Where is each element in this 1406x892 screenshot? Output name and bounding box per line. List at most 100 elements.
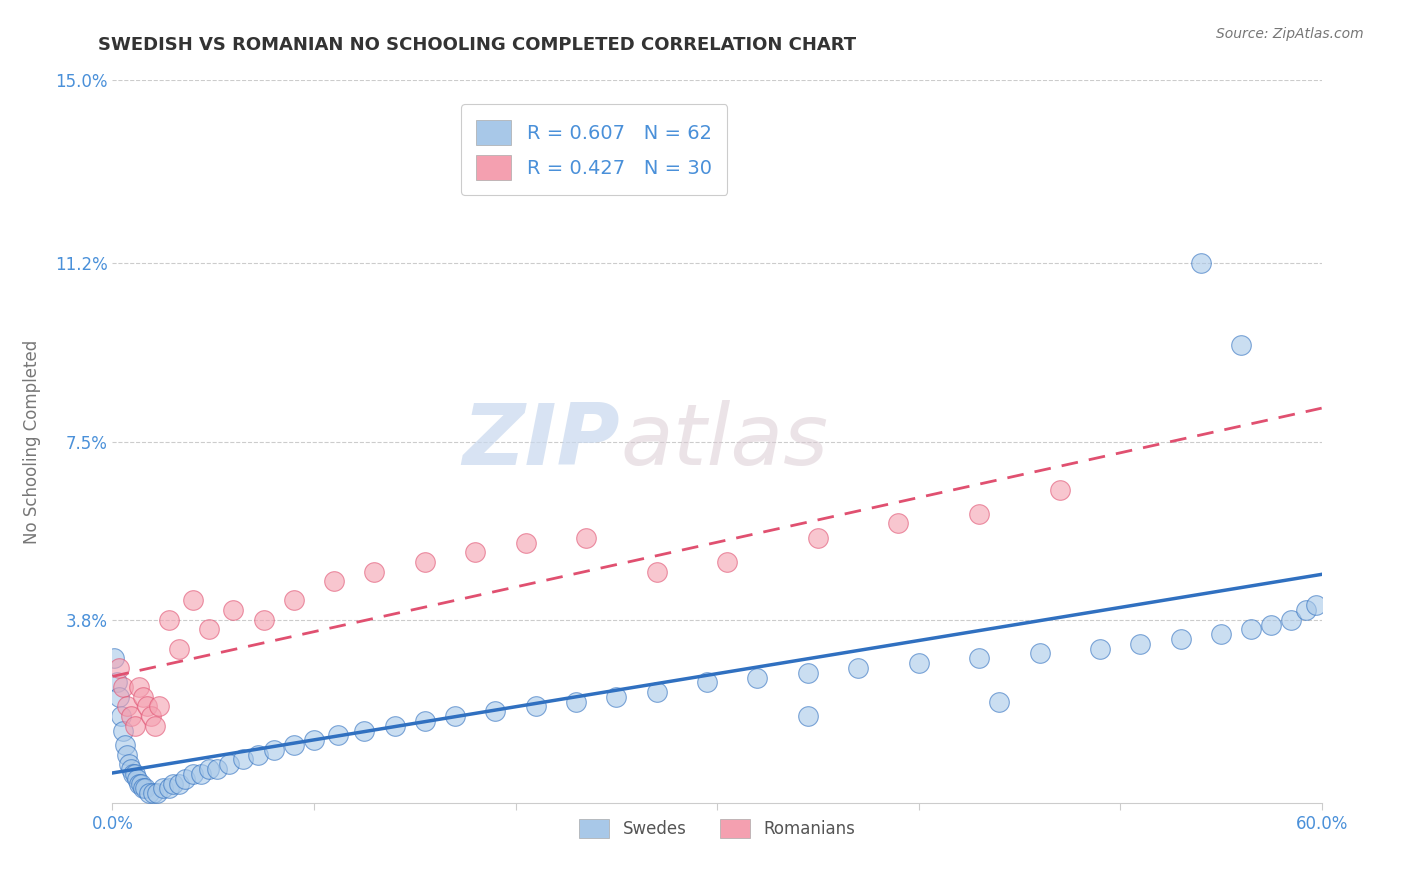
Point [1088,641,1111,656]
Point [107,690,129,704]
Point [524,699,547,714]
Point [218,757,240,772]
Point [988,695,1011,709]
Point [1028,647,1050,661]
Point [1209,627,1232,641]
Point [190,767,212,781]
Point [128,776,150,790]
Point [283,593,305,607]
Point [162,776,184,790]
Point [143,719,166,733]
Point [152,781,174,796]
Point [117,757,139,772]
Point [384,719,406,733]
Point [1129,637,1152,651]
Point [120,709,142,723]
Point [181,767,204,781]
Point [484,704,506,718]
Point [1230,338,1253,352]
Point [110,709,132,723]
Legend: Swedes, Romanians: Swedes, Romanians [572,813,862,845]
Point [246,747,269,762]
Point [181,593,204,607]
Point [132,690,155,704]
Point [115,747,138,762]
Point [1170,632,1192,646]
Point [353,723,375,738]
Point [967,507,990,521]
Point [121,767,143,781]
Point [696,675,718,690]
Point [1189,256,1212,270]
Point [887,516,910,531]
Text: SWEDISH VS ROMANIAN NO SCHOOLING COMPLETED CORRELATION CHART: SWEDISH VS ROMANIAN NO SCHOOLING COMPLET… [98,36,856,54]
Point [125,772,148,786]
Point [148,699,170,714]
Point [107,661,129,675]
Point [134,781,156,796]
Point [907,656,929,670]
Point [167,776,190,790]
Point [716,555,738,569]
Point [198,762,221,776]
Point [1049,483,1071,497]
Point [253,613,276,627]
Text: atlas: atlas [620,400,828,483]
Point [413,555,436,569]
Point [207,762,229,776]
Point [114,738,136,752]
Point [328,728,350,742]
Point [124,719,146,733]
Point [967,651,990,665]
Point [139,709,162,723]
Point [413,714,436,728]
Text: ZIP: ZIP [463,400,620,483]
Point [138,786,160,800]
Point [132,781,155,796]
Point [129,776,152,790]
Point [645,685,668,699]
Point [565,695,588,709]
Point [115,699,138,714]
Point [363,565,385,579]
Point [807,531,830,545]
Point [174,772,197,786]
Point [232,752,254,766]
Y-axis label: No Schooling Completed: No Schooling Completed [22,340,41,543]
Point [645,565,668,579]
Point [222,603,245,617]
Point [157,613,180,627]
Point [135,699,157,714]
Point [444,709,467,723]
Point [796,665,818,680]
Point [103,651,125,665]
Point [167,641,190,656]
Point [146,786,169,800]
Point [575,531,598,545]
Point [198,623,221,637]
Point [105,675,128,690]
Point [302,733,325,747]
Point [142,786,165,800]
Point [111,723,134,738]
Point [464,545,486,559]
Point [846,661,869,675]
Point [1260,617,1282,632]
Point [1295,603,1317,617]
Point [111,680,134,694]
Point [128,680,150,694]
Point [263,743,285,757]
Point [120,762,142,776]
Point [323,574,346,589]
Text: Source: ZipAtlas.com: Source: ZipAtlas.com [1216,27,1364,41]
Point [605,690,627,704]
Point [747,671,769,685]
Point [1240,623,1263,637]
Point [1279,613,1302,627]
Point [796,709,818,723]
Point [1305,599,1327,613]
Point [515,535,537,549]
Point [157,781,180,796]
Point [283,738,305,752]
Point [124,767,146,781]
